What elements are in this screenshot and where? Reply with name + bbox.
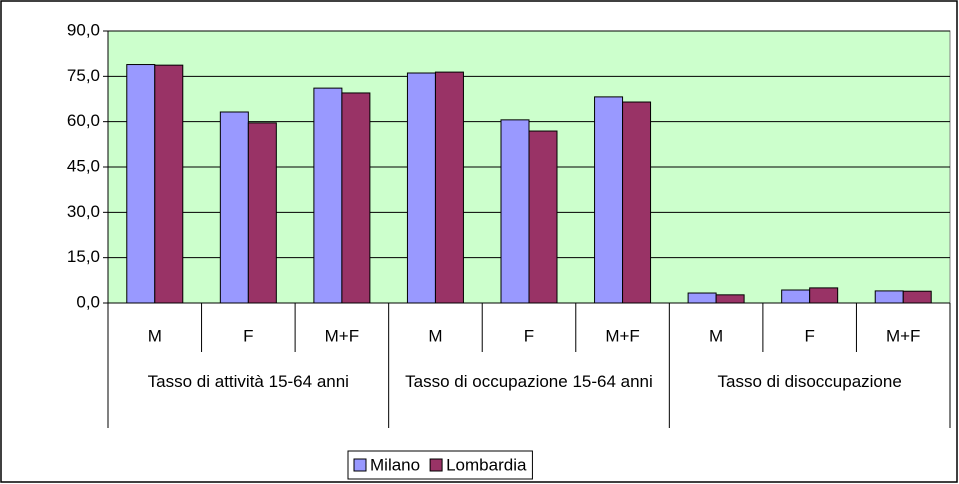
- bar: [594, 96, 624, 304]
- x-tick-label: M+F: [886, 326, 920, 345]
- x-tick-label: M: [148, 326, 162, 345]
- group-label: Tasso di disoccupazione: [717, 372, 902, 391]
- legend-swatch: [353, 458, 367, 472]
- x-tick-label: M+F: [325, 326, 359, 345]
- bar: [500, 119, 530, 304]
- group-label-box: Tasso di attività 15-64 anni: [147, 372, 349, 391]
- legend-swatch: [429, 458, 443, 472]
- group-label: Tasso di attività 15-64 anni: [147, 372, 349, 391]
- bar: [622, 101, 652, 304]
- legend-label: Lombardia: [446, 455, 527, 474]
- bar: [687, 292, 717, 304]
- x-tick-label: F: [243, 326, 253, 345]
- y-tick-label: 90,0: [67, 20, 100, 39]
- legend-label: Milano: [370, 455, 420, 474]
- x-tick-label: M+F: [605, 326, 639, 345]
- bar: [126, 64, 156, 304]
- y-tick-label: 0,0: [76, 292, 100, 311]
- x-tick-label: F: [804, 326, 814, 345]
- group-label-box: Tasso di disoccupazione: [717, 372, 902, 391]
- bar: [247, 122, 277, 304]
- bar: [781, 289, 811, 304]
- x-tick-label: F: [524, 326, 534, 345]
- x-tick-label: M: [428, 326, 442, 345]
- bar: [154, 64, 184, 304]
- x-tick-label: M: [709, 326, 723, 345]
- y-tick-label: 15,0: [67, 247, 100, 266]
- y-tick-label: 30,0: [67, 202, 100, 221]
- bar: [809, 287, 839, 304]
- y-tick-label: 75,0: [67, 66, 100, 85]
- bar: [902, 290, 932, 304]
- bar: [434, 71, 464, 304]
- bar: [313, 87, 343, 304]
- y-tick-label: 60,0: [67, 111, 100, 130]
- legend: Milano Lombardia: [347, 450, 533, 480]
- bar: [715, 294, 745, 304]
- group-label-box: Tasso di occupazione 15-64 anni: [405, 372, 653, 391]
- bar: [219, 111, 249, 304]
- bar: [874, 290, 904, 304]
- bar: [341, 92, 371, 304]
- group-label: Tasso di occupazione 15-64 anni: [405, 372, 653, 391]
- bar: [528, 130, 558, 304]
- y-tick-label: 45,0: [67, 156, 100, 175]
- bar: [406, 72, 436, 304]
